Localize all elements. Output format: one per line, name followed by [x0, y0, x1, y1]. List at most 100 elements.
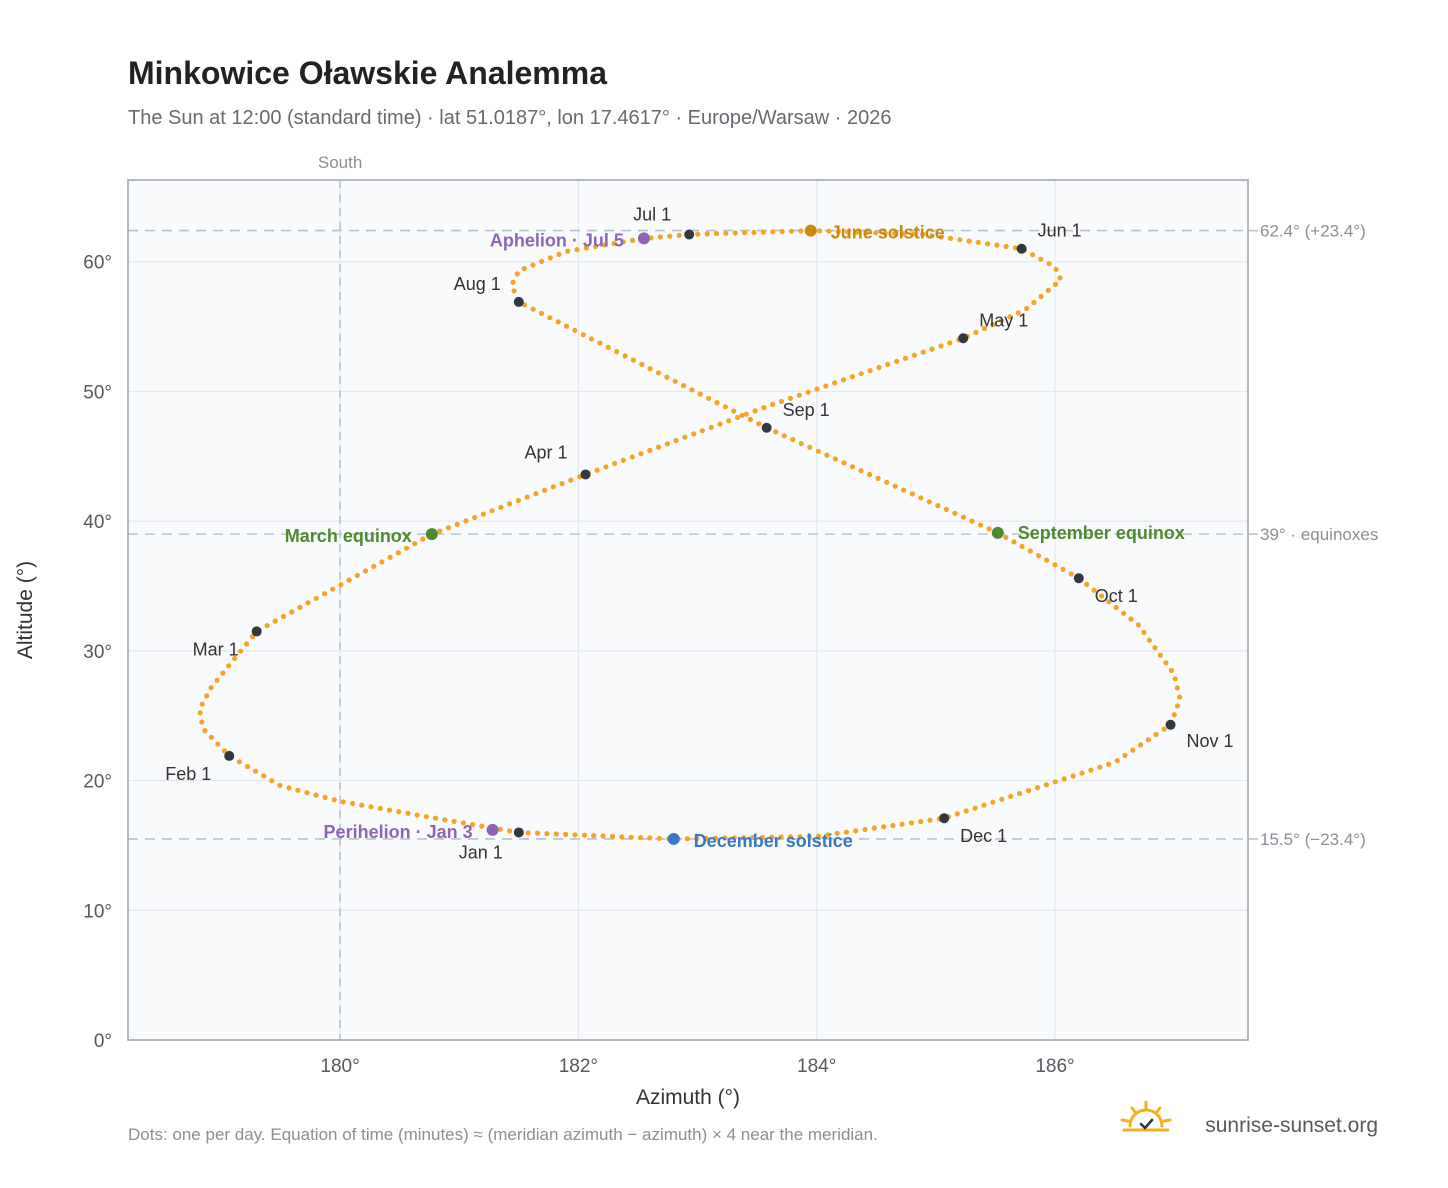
daily-dot [574, 247, 580, 253]
daily-dot [521, 266, 527, 272]
daily-dot [977, 522, 984, 528]
daily-dot [565, 248, 571, 254]
daily-dot [437, 528, 443, 534]
daily-dot [581, 832, 588, 838]
daily-dot [639, 361, 645, 367]
daily-dot [867, 471, 873, 478]
daily-dot [603, 464, 609, 470]
daily-dot [798, 440, 804, 447]
daily-dot [929, 233, 935, 239]
daily-dot [346, 577, 352, 583]
daily-dot [901, 231, 907, 237]
daily-dot [597, 340, 603, 346]
daily-dot [1026, 788, 1032, 794]
daily-dot [1008, 793, 1014, 800]
daily-dot [798, 228, 804, 234]
daily-dot [214, 677, 220, 683]
event-label: September equinox [1018, 523, 1185, 543]
daily-dot [858, 371, 864, 377]
daily-dot [619, 834, 625, 840]
event-marker [425, 528, 438, 541]
daily-dot [215, 741, 221, 747]
daily-dot [321, 591, 328, 597]
daily-dot [489, 508, 495, 514]
daily-dot [832, 456, 839, 462]
month-marker [251, 626, 262, 637]
month-marker [1016, 243, 1027, 254]
chart-title: Minkowice Oławskie Analemma [128, 55, 607, 91]
daily-dot [1053, 266, 1059, 272]
daily-dot [269, 778, 275, 784]
y-tick-label: 0° [94, 1031, 112, 1052]
daily-dot [788, 228, 795, 234]
month-label: Apr 1 [525, 442, 568, 462]
event-marker [637, 232, 650, 245]
daily-dot [451, 818, 457, 825]
south-label: South [318, 153, 362, 172]
daily-dot [338, 582, 344, 588]
daily-dot [433, 815, 439, 821]
daily-dot [825, 832, 831, 838]
daily-dot [1128, 616, 1134, 622]
daily-dot [442, 817, 448, 823]
daily-dot [655, 370, 662, 376]
daily-dot [787, 834, 794, 840]
daily-dot [1027, 548, 1033, 554]
event-label: June solstice [831, 223, 945, 243]
check-icon [1139, 1118, 1154, 1130]
x-tick-label: 182° [559, 1056, 598, 1077]
daily-dot [1146, 637, 1152, 643]
daily-dot [208, 734, 214, 740]
daily-dot [858, 468, 864, 474]
daily-dot [1157, 652, 1163, 658]
daily-dot [845, 229, 851, 235]
daily-dot [1019, 543, 1025, 550]
daily-dot [629, 454, 635, 460]
daily-dot [550, 484, 556, 490]
daily-dot [199, 701, 205, 707]
daily-dot [220, 670, 226, 676]
month-marker [939, 813, 950, 824]
daily-dot [1152, 645, 1158, 651]
chart-subtitle: The Sun at 12:00 (standard time) · lat 5… [128, 107, 891, 129]
daily-dot [594, 467, 600, 473]
daily-dot [322, 794, 328, 801]
daily-dot [816, 833, 822, 839]
daily-dot [713, 231, 720, 237]
daily-dot [530, 262, 536, 268]
daily-dot [620, 457, 627, 463]
daily-dot [261, 773, 267, 779]
daily-dot [286, 785, 292, 791]
daily-dot [790, 437, 796, 443]
daily-dot [691, 431, 697, 437]
daily-dot [849, 374, 856, 380]
daily-dot [943, 506, 950, 513]
daily-dot [199, 719, 205, 725]
daily-dot [1070, 773, 1076, 779]
daily-dot [350, 800, 356, 807]
daily-dot [295, 787, 301, 793]
daily-dot [507, 828, 513, 834]
daily-dot [676, 232, 682, 238]
daily-dot [630, 357, 637, 363]
daily-dot [498, 504, 504, 510]
daily-dot [920, 231, 926, 237]
daily-dot [673, 437, 679, 444]
daily-dot [647, 447, 653, 453]
daily-dot [507, 501, 513, 507]
daily-dot [875, 475, 881, 481]
daily-dot [1084, 581, 1090, 588]
daily-dot [918, 818, 924, 825]
daily-dot [990, 799, 996, 805]
event-marker [667, 832, 680, 845]
daily-dot [620, 239, 626, 245]
daily-dot [882, 230, 888, 236]
daily-dot [1177, 694, 1183, 700]
daily-dot [244, 763, 251, 770]
daily-dot [1114, 758, 1120, 764]
daily-dot [572, 327, 578, 333]
daily-dot [722, 404, 729, 410]
daily-dot [1174, 703, 1181, 709]
daily-dot [682, 434, 688, 440]
daily-dot [1135, 622, 1141, 628]
